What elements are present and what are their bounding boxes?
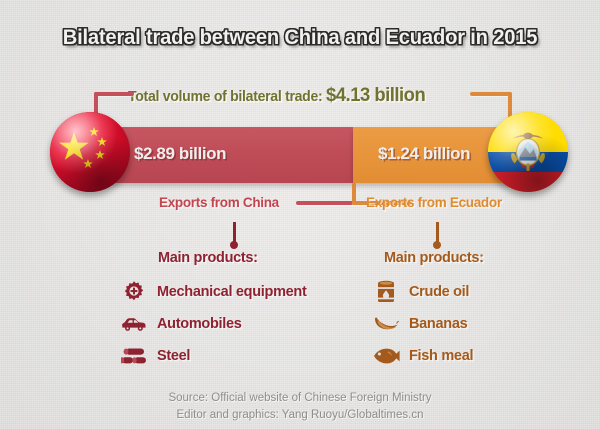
list-item: Crude oil — [372, 278, 552, 306]
china-flag-icon — [50, 112, 130, 192]
connector-china-horizontal — [296, 201, 354, 205]
bracket-left-connector — [86, 92, 134, 128]
bar-segment-ecuador — [353, 127, 510, 183]
list-item-label: Automobiles — [157, 316, 242, 332]
ecuador-flag-icon — [488, 112, 568, 192]
total-volume-banner: Total volume of bilateral trade: $4.13 b… — [128, 85, 426, 107]
list-item-label: Fish meal — [409, 348, 474, 364]
list-item: Mechanical equipment — [120, 278, 350, 306]
list-item: Bananas — [372, 310, 552, 338]
china-products-heading: Main products: — [158, 250, 258, 266]
ecuador-flag-svg — [488, 112, 568, 192]
bar-value-ecuador: $1.24 billion — [378, 144, 471, 163]
list-item-label: Steel — [157, 348, 191, 364]
footer-credit: Editor and graphics: Yang Ruoyu/Globalti… — [176, 409, 424, 421]
connector-ecuador-exports — [352, 183, 414, 207]
banana-icon — [372, 312, 400, 336]
footer-credits: Source: Official website of Chinese Fore… — [0, 390, 600, 424]
list-item: Fish meal — [372, 342, 552, 370]
bar-segment-china — [92, 127, 353, 183]
list-item-label: Mechanical equipment — [157, 284, 307, 300]
ecuador-products-heading: Main products: — [384, 250, 484, 266]
list-item: Automobiles — [120, 310, 350, 338]
china-flag-svg — [50, 112, 130, 192]
connector-ecuador-vertical — [352, 183, 356, 205]
bracket-right-connector — [470, 92, 520, 128]
connector-china-exports — [296, 183, 356, 207]
pin-ball — [433, 241, 441, 249]
connector-ecuador-horizontal — [352, 201, 412, 205]
list-item-label: Crude oil — [409, 284, 470, 300]
steel-bars-icon — [120, 344, 148, 368]
fish-icon — [372, 344, 400, 368]
gear-icon — [120, 280, 148, 304]
list-item: Steel — [120, 342, 350, 370]
total-volume-amount: $4.13 billion — [326, 85, 426, 106]
footer-source: Source: Official website of Chinese Fore… — [168, 392, 432, 404]
trade-volume-bar: $2.89 billion $1.24 billion — [92, 127, 510, 183]
china-products-column: Main products: Mechanical equipment — [120, 250, 350, 374]
car-icon — [120, 312, 148, 336]
exports-from-china-label: Exports from China — [159, 195, 279, 210]
pin-stem — [232, 222, 236, 244]
bar-value-china: $2.89 billion — [134, 144, 227, 163]
bracket-right-vertical — [508, 92, 512, 126]
bracket-right-horizontal — [470, 92, 512, 96]
page-title: Bilateral trade between China and Ecuado… — [62, 26, 538, 49]
oil-barrel-icon — [372, 280, 400, 304]
total-volume-label: Total volume of bilateral trade: — [128, 89, 323, 105]
exports-from-ecuador-label: Exports from Ecuador — [366, 195, 502, 210]
bracket-left-vertical — [94, 92, 98, 124]
pin-ball — [230, 241, 238, 249]
pin-stem — [435, 222, 439, 244]
list-item-label: Bananas — [409, 316, 468, 332]
ecuador-products-column: Main products: Crude oil — [372, 250, 552, 374]
bracket-left-horizontal — [94, 92, 134, 96]
